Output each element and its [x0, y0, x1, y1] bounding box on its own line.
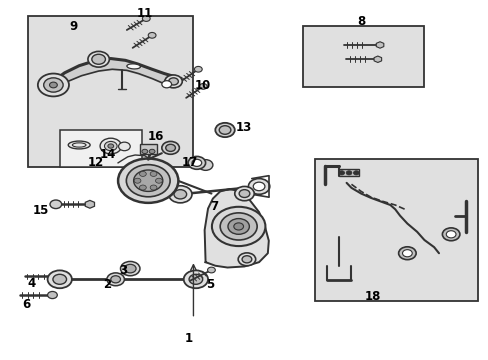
Text: 5: 5: [206, 278, 214, 291]
Text: 12: 12: [88, 156, 104, 169]
Bar: [140, 144, 157, 154]
Circle shape: [338, 171, 344, 175]
Text: 2: 2: [103, 278, 111, 291]
Text: 16: 16: [147, 130, 164, 143]
Circle shape: [248, 179, 269, 194]
Text: 6: 6: [22, 298, 31, 311]
Circle shape: [183, 270, 207, 288]
Ellipse shape: [68, 141, 90, 149]
Circle shape: [92, 54, 105, 64]
Circle shape: [234, 186, 254, 201]
Circle shape: [133, 170, 163, 192]
Bar: [60, 130, 142, 167]
Text: 9: 9: [69, 20, 77, 33]
Circle shape: [211, 207, 265, 246]
Circle shape: [38, 73, 69, 96]
Text: 14: 14: [99, 148, 115, 161]
Circle shape: [100, 138, 121, 154]
Text: 1: 1: [184, 333, 192, 346]
Circle shape: [47, 270, 72, 288]
Circle shape: [402, 249, 411, 257]
Circle shape: [49, 82, 57, 88]
Circle shape: [50, 200, 61, 208]
Bar: [339, 168, 358, 176]
Text: 13: 13: [235, 121, 251, 134]
Circle shape: [139, 185, 146, 190]
Text: 11: 11: [137, 8, 153, 21]
Circle shape: [43, 78, 63, 92]
Circle shape: [220, 213, 257, 240]
Circle shape: [162, 81, 171, 88]
Circle shape: [219, 126, 230, 134]
Circle shape: [168, 186, 192, 203]
Circle shape: [107, 273, 124, 286]
Circle shape: [238, 253, 255, 266]
Circle shape: [126, 165, 170, 197]
Circle shape: [134, 178, 141, 183]
Circle shape: [199, 84, 206, 89]
Circle shape: [215, 123, 234, 137]
Circle shape: [120, 261, 140, 276]
Text: 15: 15: [33, 204, 49, 217]
Bar: [302, 26, 424, 87]
Circle shape: [198, 159, 212, 170]
Text: 8: 8: [356, 14, 365, 27]
Text: 3: 3: [119, 264, 127, 276]
Circle shape: [149, 149, 155, 154]
Circle shape: [150, 171, 157, 176]
Circle shape: [174, 190, 186, 199]
Text: 4: 4: [27, 277, 36, 290]
Circle shape: [253, 182, 264, 191]
Circle shape: [346, 171, 351, 175]
Circle shape: [47, 292, 57, 298]
Bar: [314, 158, 477, 301]
Text: 17: 17: [182, 156, 198, 169]
Circle shape: [192, 159, 201, 166]
Circle shape: [189, 274, 202, 284]
Circle shape: [194, 66, 202, 72]
Circle shape: [108, 144, 114, 148]
Circle shape: [164, 75, 182, 88]
Circle shape: [398, 247, 415, 260]
Circle shape: [165, 144, 175, 152]
Ellipse shape: [126, 64, 140, 69]
Circle shape: [148, 32, 156, 38]
Circle shape: [142, 16, 150, 21]
Circle shape: [104, 141, 117, 151]
Circle shape: [207, 267, 215, 273]
Circle shape: [442, 228, 459, 241]
Circle shape: [118, 142, 130, 151]
Circle shape: [118, 158, 178, 203]
Circle shape: [155, 178, 162, 183]
Circle shape: [88, 51, 109, 67]
Polygon shape: [204, 189, 268, 267]
Circle shape: [353, 171, 359, 175]
Circle shape: [142, 149, 147, 154]
Circle shape: [139, 171, 146, 176]
Circle shape: [446, 231, 455, 238]
Circle shape: [111, 276, 120, 283]
Circle shape: [227, 219, 249, 234]
Circle shape: [233, 223, 243, 230]
Bar: [28, 16, 193, 167]
Text: 10: 10: [195, 79, 211, 92]
Text: 7: 7: [210, 200, 218, 213]
Circle shape: [239, 190, 249, 198]
Circle shape: [124, 264, 136, 273]
Circle shape: [168, 78, 178, 85]
Circle shape: [52, 273, 62, 280]
Circle shape: [150, 185, 157, 190]
Circle shape: [53, 274, 66, 284]
Circle shape: [188, 157, 205, 169]
Text: 18: 18: [365, 289, 381, 303]
Circle shape: [162, 141, 179, 154]
Circle shape: [242, 256, 251, 263]
